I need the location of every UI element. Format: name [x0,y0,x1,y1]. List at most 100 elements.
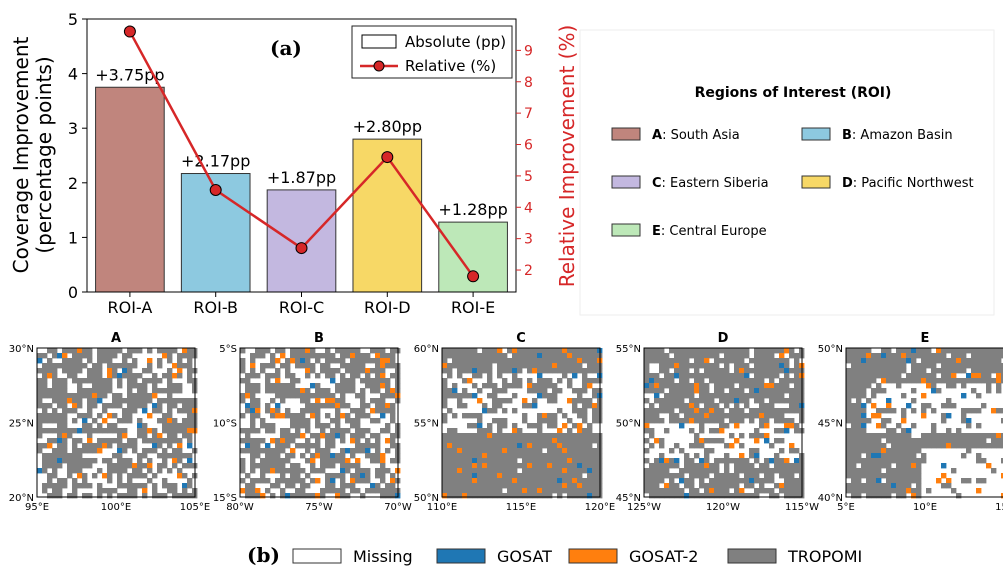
y2-axis-label: Relative Improvement (%) [555,25,579,288]
lon-tick-label: 10°E [913,502,937,513]
panel-a-label: (a) [270,36,302,60]
map-legend-label: GOSAT-2 [629,547,698,566]
roi-label-a: A: South Asia [652,128,740,143]
lat-tick-label: 50°N [414,493,439,504]
map-cells [442,348,603,499]
bar-value-label: +2.17pp [181,152,250,171]
lon-tick-label: 95°E [25,502,49,513]
map-frame [643,347,803,498]
lat-tick-label: 60°N [414,344,439,355]
lon-tick-label: 80°W [226,502,254,513]
lon-tick-label: 100°E [101,502,131,513]
bar-roi-c [266,189,337,293]
lat-tick-label: 45°N [616,493,641,504]
bar-value-label: +1.87pp [267,168,336,187]
y-axis-label-line2: (percentage points) [32,56,56,253]
bar-roi-a [95,86,165,293]
roi-swatch-d [801,175,831,189]
lat-tick-label: 55°N [616,344,641,355]
y2-tick-label: 7 [524,106,533,122]
lon-tick-label: 105°E [180,502,210,513]
legend-label-absolute: Absolute (pp) [405,33,506,51]
panel-b-label: (b) [247,543,280,567]
roi-label-c: C: Eastern Siberia [652,176,769,191]
relative-point [381,151,394,164]
legend-label-relative: Relative (%) [405,57,496,75]
y2-tick-label: 9 [524,43,533,59]
map-title: E [921,331,930,346]
lon-tick-label: 120°W [706,502,740,513]
relative-point [209,184,222,197]
y-tick-label: 5 [68,10,78,29]
x-tick-label: ROI-A [108,298,153,317]
map-cells [240,348,401,499]
lon-tick-label: 5°E [837,502,855,513]
x-tick-label: ROI-B [193,298,238,317]
roi-label-b: B: Amazon Basin [842,128,953,143]
map-legend-label: TROPOMI [787,547,862,566]
roi-legend-title: Regions of Interest (ROI) [695,85,892,101]
lon-tick-label: 120°E [585,502,615,513]
y-tick-label: 4 [68,65,78,84]
map-frame [36,347,196,498]
legend-swatch-absolute [361,34,397,49]
coverage-chart: +3.75pp +2.17pp +1.87pp +2.80pp +1.28pp 0 1 2 3… [9,10,579,317]
map-frame [845,347,1003,498]
lon-tick-label: 70°W [384,502,412,513]
lon-tick-label: 115°W [785,502,819,513]
lon-tick-label: 115°E [506,502,536,513]
legend-marker-relative [373,60,385,72]
map-legend: (b) Missing GOSAT GOSAT-2 TROPOMI [247,543,862,567]
lat-tick-label: 15°S [213,493,237,504]
x-tick-label: ROI-C [279,298,324,317]
roi-swatch-e [611,223,641,237]
lat-tick-label: 50°N [818,344,843,355]
map-panels: A 30°N 25°N 20°N95°E 100°E 105°E B 5°S 10°S 15°S8… [9,331,1003,513]
relative-point [123,25,136,38]
lat-tick-label: 20°N [9,493,34,504]
map-a: A 30°N 25°N 20°N95°E 100°E 105°E [9,331,210,513]
map-b: B 5°S 10°S 15°S80°W 75°W 70°W [213,331,412,513]
lon-tick-label: 125°W [627,502,661,513]
relative-point [295,242,308,255]
map-title: D [718,331,729,346]
lat-tick-label: 40°N [818,493,843,504]
map-cells [37,348,198,499]
roi-label-d: D: Pacific Northwest [842,176,974,191]
lon-tick-label: 75°W [305,502,333,513]
lat-tick-label: 25°N [9,419,34,430]
map-legend-swatch [727,548,777,564]
map-legend-swatch [436,548,486,564]
map-legend-label: Missing [353,547,413,566]
map-frame [239,347,399,498]
roi-swatch-c [611,175,641,189]
relative-point [467,270,480,283]
y-tick-label: 1 [68,228,78,247]
bar-value-label: +1.28pp [438,200,507,219]
roi-legend-frame [579,29,995,316]
map-e: E 50°N 45°N 40°N5°E 10°E 15° [818,331,1003,513]
lon-tick-label: 110°E [427,502,457,513]
y-tick-label: 3 [68,119,78,138]
map-legend-swatch [292,548,342,564]
lat-tick-label: 50°N [616,419,641,430]
map-legend-swatch [568,548,618,564]
y2-tick-label: 2 [524,263,533,279]
roi-swatch-a [611,127,641,141]
x-tick-label: ROI-D [364,298,411,317]
lat-tick-label: 5°S [219,344,237,355]
lon-tick-label: 15° [995,502,1003,513]
lat-tick-label: 55°N [414,419,439,430]
y-tick-label: 0 [68,283,78,302]
map-legend-label: GOSAT [497,547,552,566]
map-title: B [314,331,324,346]
roi-label-e: E: Central Europe [652,224,767,239]
y2-tick-label: 3 [524,232,533,248]
y-tick-label: 2 [68,174,78,193]
y-axis-label-line1: Coverage Improvement [9,36,33,273]
y2-tick-label: 4 [524,200,533,216]
map-title: A [111,331,121,346]
lat-tick-label: 30°N [9,344,34,355]
